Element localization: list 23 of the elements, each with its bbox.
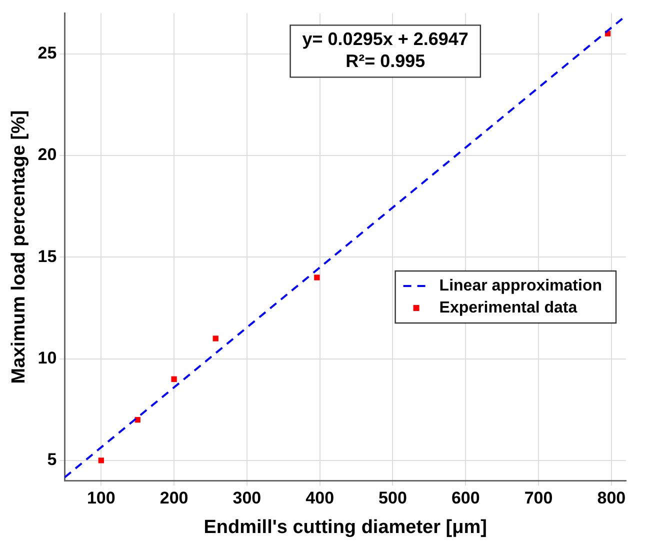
annotation: R²= 0.995 — [346, 51, 426, 72]
annotation: y= 0.0295x + 2.6947 — [302, 29, 468, 50]
legend-label: Linear approximation — [439, 277, 602, 294]
y-axis-title: Maximum load percentage [%] — [8, 110, 30, 384]
x-tick-label: 400 — [306, 488, 334, 508]
y-tick-label: 20 — [38, 145, 57, 164]
x-tick-label: 800 — [597, 488, 626, 508]
point — [314, 274, 320, 280]
x-tick-label: 300 — [232, 488, 262, 508]
y-tick-label: 10 — [38, 348, 57, 368]
point — [98, 458, 104, 464]
point — [171, 376, 177, 382]
x-axis-title: Endmill's cutting diameter [μm] — [204, 516, 487, 538]
x-tick-label: 600 — [451, 488, 480, 508]
y-tick-label: 15 — [38, 246, 57, 266]
x-tick-label: 500 — [378, 488, 407, 508]
legend-label: Experimental data — [439, 299, 578, 316]
y-tick-label: 5 — [47, 450, 57, 470]
y-tick-label: 25 — [38, 44, 57, 63]
x-tick-label: 700 — [524, 488, 553, 508]
x-tick-label: 200 — [160, 488, 188, 508]
x-tick-label: 100 — [86, 488, 116, 508]
point — [212, 336, 218, 342]
